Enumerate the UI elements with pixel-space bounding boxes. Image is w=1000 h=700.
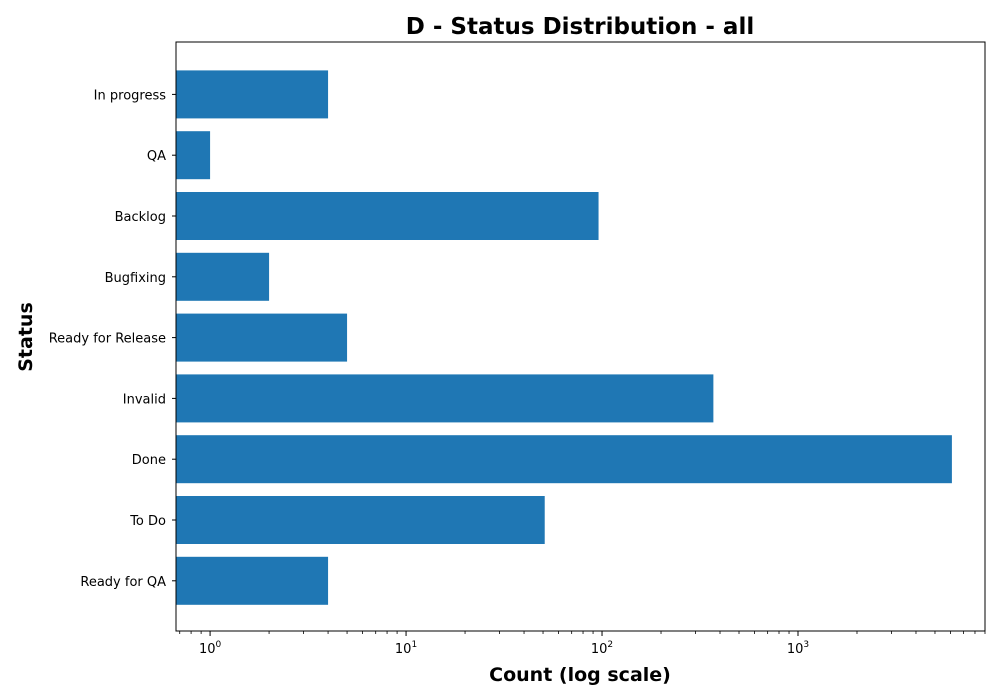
plot-frame	[175, 41, 986, 632]
chart-title: D - Status Distribution - all	[406, 14, 754, 40]
x-major-ticks: 100 101 102 103	[199, 631, 809, 657]
y-tick-label: Ready for QA	[80, 575, 166, 590]
y-tick-label: Invalid	[123, 392, 166, 407]
bar-backlog	[176, 192, 599, 240]
y-tick-label: QA	[147, 149, 166, 164]
bar-ready-for-qa	[176, 556, 329, 605]
y-axis-title: Status	[15, 302, 37, 372]
x-tick-label: 102	[591, 640, 613, 657]
y-tick-label: Bugfixing	[105, 271, 166, 286]
bar-ready-for-release	[176, 313, 348, 362]
y-tick-label: To Do	[129, 514, 166, 529]
bar-done	[176, 435, 952, 484]
bar-bugfixing	[176, 252, 270, 301]
y-tick-label: Backlog	[115, 210, 166, 225]
y-tick-label: Ready for Release	[49, 332, 166, 347]
bar-in-progress	[176, 70, 329, 119]
x-axis-title: Count (log scale)	[489, 664, 671, 686]
y-axis-ticks: In progress QA Backlog Bugfixing Ready for R…	[49, 88, 176, 590]
bars-group	[176, 70, 952, 605]
bar-invalid	[176, 374, 714, 423]
bar-to-do	[176, 496, 545, 544]
y-tick-label: In progress	[94, 88, 167, 103]
bar-qa	[176, 131, 211, 180]
x-tick-label: 101	[395, 640, 417, 657]
x-tick-label: 100	[199, 640, 222, 657]
y-tick-label: Done	[132, 453, 166, 468]
x-tick-label: 103	[787, 640, 809, 657]
